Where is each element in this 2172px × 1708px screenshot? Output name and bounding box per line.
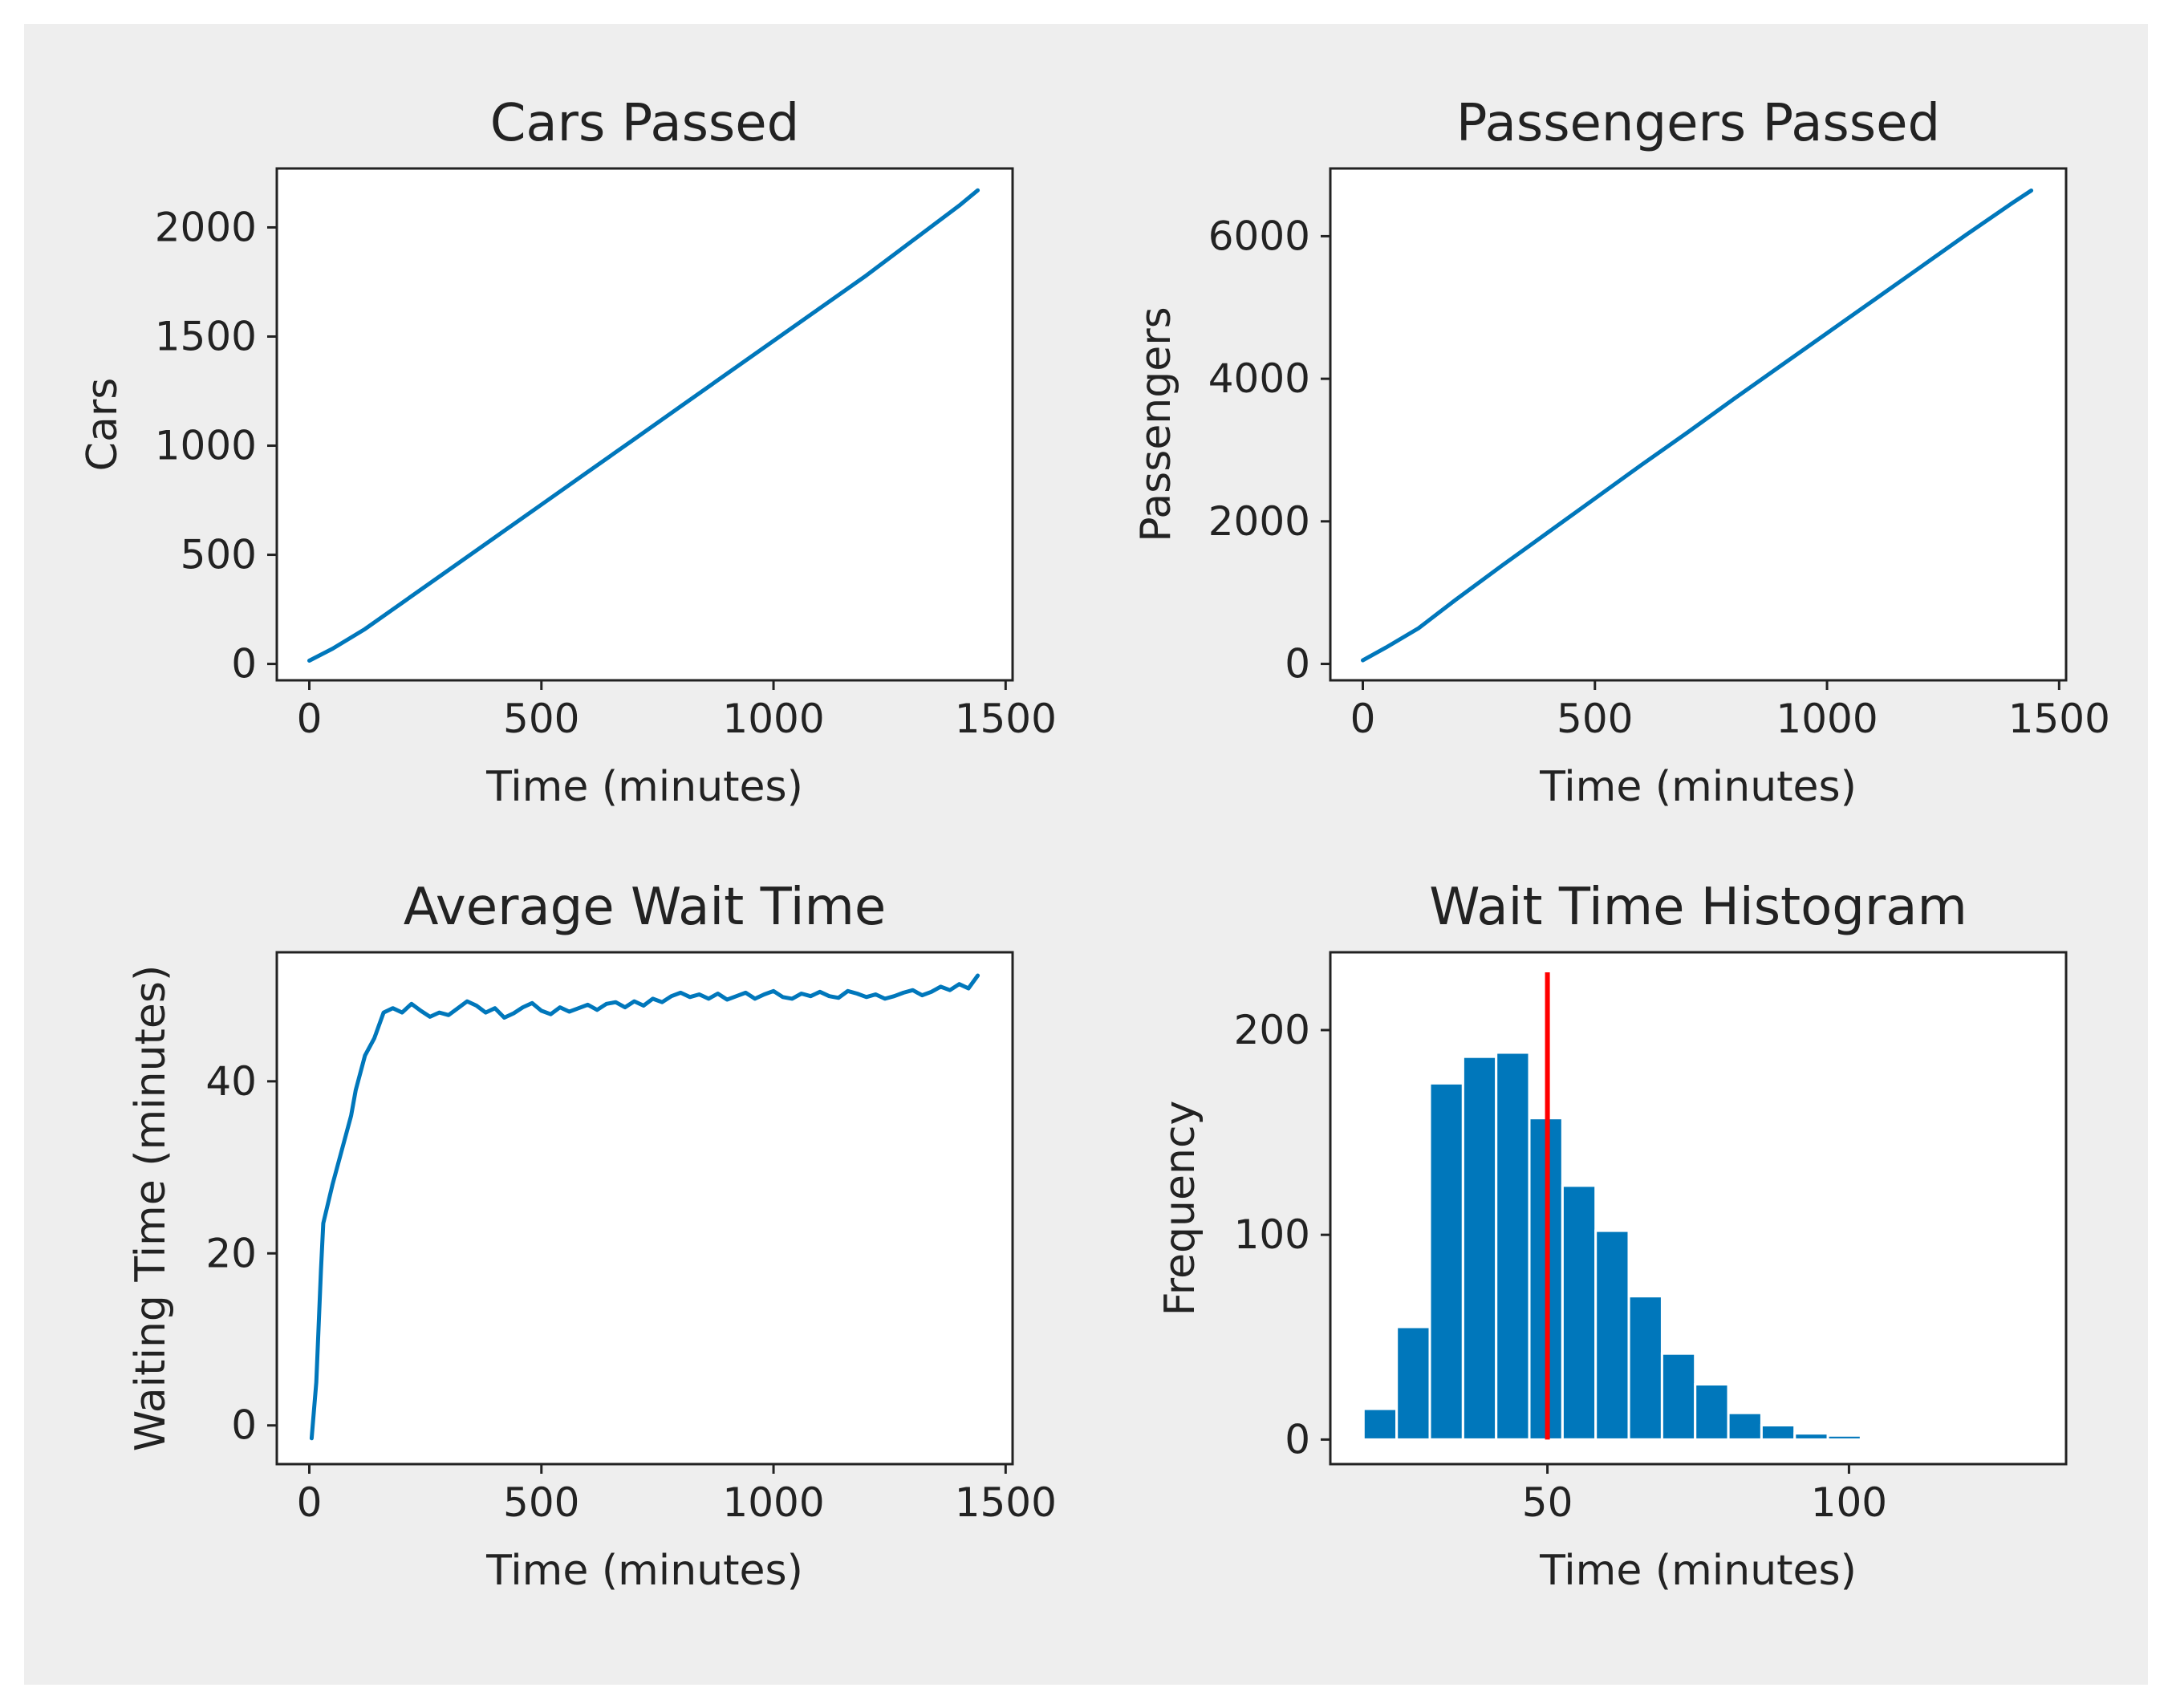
x-axis-label: Time (minutes) (1539, 763, 1857, 811)
histogram-bar (1992, 1436, 2028, 1441)
x-tick-label: 50 (1522, 1479, 1573, 1526)
y-tick-label: 2000 (155, 204, 257, 250)
y-tick-label: 100 (1234, 1211, 1310, 1258)
x-tick-label: 500 (1557, 696, 1633, 742)
chart-avg-wait: 0 500 1000 1500 0 20 40 Average Wait Time Time (… (127, 878, 1057, 1595)
axes-frame (275, 167, 1014, 682)
x-tick-label: 1000 (722, 696, 824, 742)
y-tick-label: 4000 (1208, 355, 1310, 402)
x-tick-label: 0 (297, 1479, 323, 1526)
x-tick-label: 100 (1811, 1479, 1887, 1526)
histogram-bar (1428, 1081, 1464, 1441)
histogram-bar (1959, 1436, 1995, 1441)
y-tick-label: 200 (1234, 1007, 1310, 1053)
y-tick-label: 500 (181, 532, 257, 578)
y-tick-label: 2000 (1208, 498, 1310, 545)
chart-title: Wait Time Histogram (1429, 878, 1967, 937)
y-tick-label: 0 (231, 1402, 257, 1449)
histogram-bar (1893, 1436, 1929, 1441)
y-tick-label: 40 (205, 1058, 257, 1105)
x-axis-label: Time (minutes) (485, 763, 803, 811)
x-tick-label: 1500 (955, 1479, 1057, 1526)
y-axis-label: Waiting Time (minutes) (127, 965, 175, 1452)
histogram-bar (1793, 1432, 1829, 1441)
axes-frame (1329, 167, 2068, 682)
y-tick-label: 1500 (155, 313, 257, 359)
plot-area (277, 168, 1013, 680)
x-tick-label: 0 (1350, 696, 1376, 742)
y-tick-label: 6000 (1208, 213, 1310, 259)
histogram-bar (1760, 1424, 1796, 1441)
x-tick-label: 1500 (955, 696, 1057, 742)
histogram-bar (1395, 1325, 1431, 1441)
chart-title: Average Wait Time (404, 878, 886, 937)
series-line-cars-0 (307, 188, 980, 663)
plot-area (277, 952, 1013, 1464)
y-tick-label: 20 (205, 1230, 257, 1276)
chart-histogram: 50 100 0 100 200 Wait Time Histogram Time (min… (1156, 878, 2068, 1595)
histogram-bar (1826, 1434, 1862, 1441)
y-tick-label: 0 (1285, 641, 1310, 688)
x-tick-label: 1500 (2008, 696, 2110, 742)
histogram-bar (1561, 1184, 1598, 1441)
histogram-bar (1627, 1295, 1663, 1441)
histogram-bar (1495, 1051, 1531, 1441)
axes-frame (275, 951, 1014, 1466)
chart-title: Passengers Passed (1456, 94, 1940, 153)
histogram-bar (1461, 1055, 1498, 1441)
y-axis-label: Cars (79, 378, 127, 472)
chart-title: Cars Passed (490, 94, 800, 153)
series-line-avg-wait-0 (309, 973, 980, 1441)
x-axis-label: Time (minutes) (1539, 1547, 1857, 1595)
histogram-bar (1694, 1383, 1730, 1441)
histogram-bar (1362, 1407, 1399, 1441)
histogram-bar (1859, 1436, 1896, 1441)
histogram-bar (1727, 1411, 1763, 1441)
x-tick-label: 0 (297, 696, 323, 742)
x-tick-label: 500 (503, 696, 579, 742)
chart-cars: 0 500 1000 1500 0 500 1000 1500 2000 Cars Passed T… (79, 94, 1057, 811)
x-tick-label: 500 (503, 1479, 579, 1526)
y-axis-label: Frequency (1156, 1101, 1204, 1316)
axes-frame (1329, 951, 2068, 1466)
y-tick-label: 0 (1285, 1416, 1310, 1463)
y-tick-label: 1000 (155, 423, 257, 469)
x-tick-label: 1000 (1776, 696, 1878, 742)
chart-passengers: 0 500 1000 1500 0 2000 4000 6000 Passengers Pass… (1132, 94, 2110, 811)
histogram-bar (1660, 1352, 1697, 1441)
y-tick-label: 0 (231, 641, 257, 688)
x-axis-label: Time (minutes) (485, 1547, 803, 1595)
x-tick-label: 1000 (722, 1479, 824, 1526)
histogram-bar (1594, 1229, 1630, 1441)
series-line-passengers-0 (1361, 189, 2034, 663)
histogram-bar (1926, 1436, 1962, 1441)
y-axis-label: Passengers (1132, 306, 1180, 542)
